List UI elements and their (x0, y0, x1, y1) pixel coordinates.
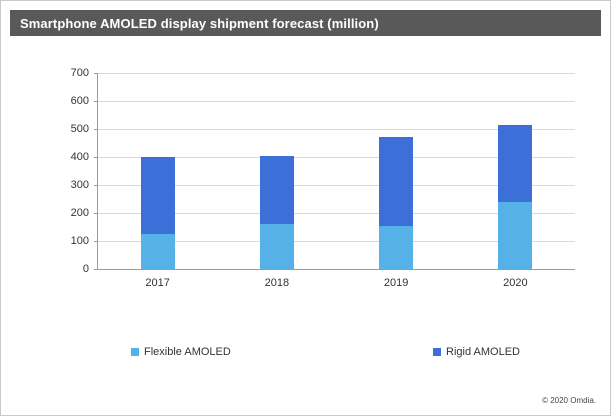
bar-segment-2018-rigid-amoled (259, 155, 294, 225)
bar-group-2019: 2019 (379, 73, 414, 289)
chart-title-bar: Smartphone AMOLED display shipment forec… (10, 10, 601, 36)
y-axis-tick-mark (94, 157, 98, 158)
y-axis-tick-mark (94, 73, 98, 74)
chart-area: 0 100 200 300 400 500 600 700 2017 2018 2019 2020 (41, 63, 581, 298)
y-axis-tick-label: 700 (70, 67, 89, 79)
gridline-600 (98, 101, 575, 102)
x-axis-label-2018: 2018 (264, 277, 290, 289)
bar-segment-2020-flexible-amoled (498, 201, 533, 269)
gridline-400 (98, 157, 575, 158)
y-axis-tick-mark (94, 101, 98, 102)
legend-item-flexible-amoled: Flexible AMOLED (131, 346, 231, 358)
chart-legend: Flexible AMOLED Rigid AMOLED (131, 346, 520, 358)
y-axis-tick-label: 500 (70, 123, 89, 135)
gridline-100 (98, 241, 575, 242)
bar-group-2020: 2020 (498, 73, 533, 289)
legend-item-rigid-amoled: Rigid AMOLED (433, 346, 520, 358)
bar-group-2017: 2017 (140, 73, 175, 289)
bar-segment-2019-rigid-amoled (379, 137, 414, 226)
y-axis-tick-label: 400 (70, 151, 89, 163)
bar-segment-2020-rigid-amoled (498, 124, 533, 202)
legend-swatch-icon (131, 348, 139, 356)
y-axis-tick-mark (94, 213, 98, 214)
y-axis-tick-mark (94, 269, 98, 270)
x-axis-label-2017: 2017 (145, 277, 170, 289)
bar-group-2018: 2018 (259, 73, 294, 289)
y-axis-tick-mark (94, 129, 98, 130)
x-axis-label-2020: 2020 (503, 277, 528, 289)
y-axis-tick-label: 0 (82, 263, 89, 275)
y-axis-tick-label: 100 (70, 235, 89, 247)
legend-swatch-icon (433, 348, 442, 356)
bar-segment-2018-flexible-amoled (259, 224, 294, 269)
bars-row: 2017 2018 2019 2020 (98, 73, 575, 289)
legend-label: Rigid AMOLED (446, 346, 520, 358)
y-axis-tick-label: 200 (70, 207, 89, 219)
bar-segment-2019-flexible-amoled (379, 225, 414, 269)
y-axis-tick-mark (94, 241, 98, 242)
gridline-300 (98, 185, 575, 186)
plot-area: 0 100 200 300 400 500 600 700 2017 2018 2019 2020 (71, 67, 575, 289)
chart-title: Smartphone AMOLED display shipment forec… (20, 15, 379, 31)
bar-segment-2017-flexible-amoled (140, 234, 175, 269)
gridline-700 (98, 73, 575, 74)
x-axis-label-2019: 2019 (383, 277, 409, 289)
y-axis-tick-mark (94, 185, 98, 186)
y-axis-tick-label: 600 (70, 95, 89, 107)
legend-label: Flexible AMOLED (144, 346, 231, 358)
gridline-200 (98, 213, 575, 214)
bar-segment-2017-rigid-amoled (140, 157, 175, 234)
y-axis-tick-label: 300 (70, 179, 89, 191)
gridline-500 (98, 129, 575, 130)
copyright-note: © 2020 Omdia. (542, 396, 596, 405)
